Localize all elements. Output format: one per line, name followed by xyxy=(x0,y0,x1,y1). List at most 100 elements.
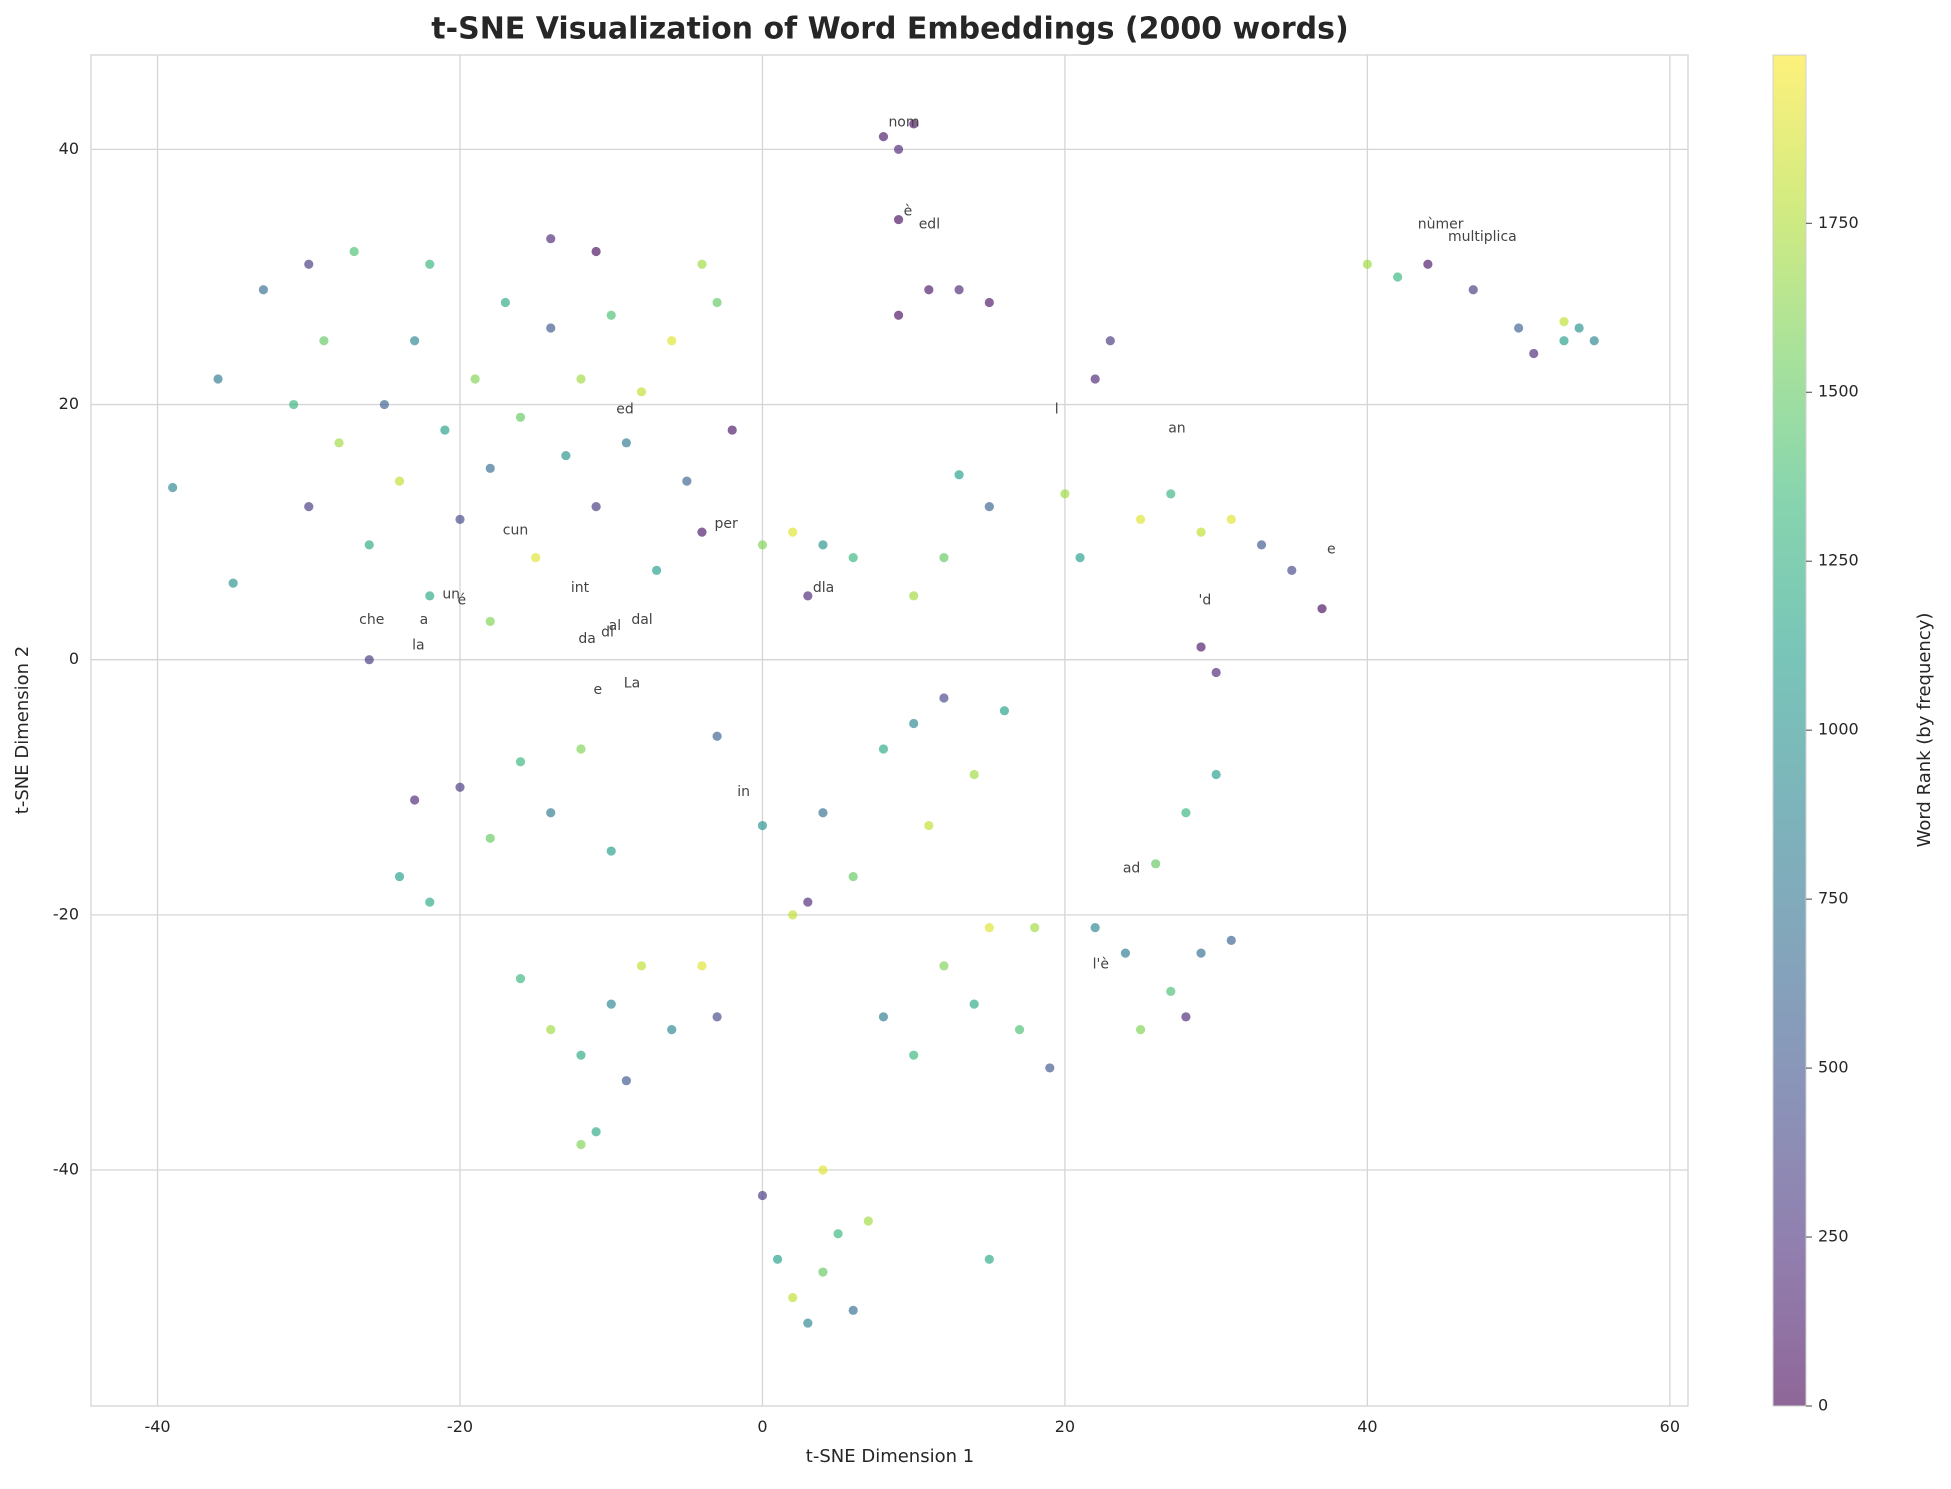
colorbar-tick-label: 750 xyxy=(1818,889,1849,908)
y-tick-label: 20 xyxy=(59,394,79,413)
point xyxy=(969,999,979,1009)
point xyxy=(1196,527,1206,537)
point xyxy=(349,246,359,257)
point xyxy=(621,438,631,448)
point xyxy=(1589,336,1599,346)
point xyxy=(394,476,405,486)
point xyxy=(440,425,450,435)
word-label: ed xyxy=(616,401,634,417)
point xyxy=(984,502,994,512)
point xyxy=(591,502,601,512)
word-label: è xyxy=(904,204,913,220)
point xyxy=(606,999,616,1009)
point xyxy=(258,285,269,295)
point xyxy=(1045,1063,1055,1073)
point xyxy=(1135,514,1146,524)
point xyxy=(1393,272,1403,282)
point xyxy=(878,744,889,754)
word-label: int xyxy=(571,580,590,596)
point xyxy=(1030,923,1040,933)
colorbar xyxy=(1772,54,1807,1407)
point xyxy=(893,214,904,225)
point xyxy=(924,820,934,831)
point xyxy=(818,1267,828,1277)
point xyxy=(621,1076,631,1086)
point xyxy=(561,450,571,461)
point xyxy=(878,1012,889,1022)
point xyxy=(984,923,994,933)
point xyxy=(818,808,828,818)
point xyxy=(1060,489,1070,499)
word-label: la xyxy=(412,637,424,653)
point xyxy=(576,1050,586,1060)
word-label: da xyxy=(578,631,595,647)
colorbar-tick-label: 1000 xyxy=(1818,720,1859,739)
point xyxy=(319,336,329,346)
point xyxy=(546,323,556,333)
word-label: dal xyxy=(631,612,652,628)
point xyxy=(304,259,314,269)
point xyxy=(1559,317,1569,327)
point xyxy=(893,310,904,320)
colorbar-tick-label: 1750 xyxy=(1818,213,1859,232)
point xyxy=(576,1139,586,1150)
point xyxy=(576,374,586,384)
x-tick-label: 40 xyxy=(1357,1417,1377,1436)
point xyxy=(652,565,662,575)
point xyxy=(500,297,510,308)
word-label: 'd xyxy=(1198,593,1211,609)
point xyxy=(576,744,586,754)
point xyxy=(636,961,647,971)
x-tick-label: -20 xyxy=(447,1417,473,1436)
point xyxy=(803,591,813,601)
point xyxy=(848,553,858,563)
point xyxy=(667,336,677,346)
point xyxy=(712,1012,722,1022)
point xyxy=(1181,1012,1191,1022)
point xyxy=(909,591,919,601)
point xyxy=(1105,336,1115,346)
point xyxy=(485,616,495,627)
point xyxy=(788,527,798,537)
x-tick-label: 60 xyxy=(1660,1417,1680,1436)
point xyxy=(1090,374,1100,384)
point xyxy=(788,910,798,920)
word-label: che xyxy=(359,612,384,628)
point xyxy=(969,769,979,780)
point xyxy=(984,1254,994,1264)
point xyxy=(1226,514,1236,524)
point xyxy=(757,820,768,831)
point xyxy=(1211,769,1221,780)
point xyxy=(1256,540,1267,550)
word-label: dla xyxy=(813,580,834,596)
point xyxy=(515,412,526,422)
word-label: edl xyxy=(919,216,940,232)
word-label: e xyxy=(1327,542,1336,558)
point xyxy=(606,310,616,320)
point xyxy=(591,246,601,257)
y-axis-label: t-SNE Dimension 2 xyxy=(12,646,33,814)
point xyxy=(954,285,964,295)
point xyxy=(863,1216,873,1226)
point xyxy=(410,795,420,805)
point xyxy=(682,476,692,486)
point xyxy=(1529,348,1539,359)
point xyxy=(1514,323,1524,333)
point xyxy=(1468,285,1478,295)
point xyxy=(848,1305,858,1315)
point xyxy=(1423,259,1433,269)
point xyxy=(410,336,420,346)
point xyxy=(636,387,647,397)
point xyxy=(803,1318,813,1328)
point xyxy=(697,961,707,971)
point xyxy=(697,259,707,269)
colorbar-tick-label: 1250 xyxy=(1818,551,1859,570)
point xyxy=(984,297,994,308)
point xyxy=(1135,1025,1146,1035)
point xyxy=(1211,667,1221,678)
point xyxy=(788,1292,798,1303)
point xyxy=(1226,935,1236,945)
point xyxy=(1014,1025,1025,1035)
point xyxy=(531,553,541,563)
word-label: La xyxy=(624,676,640,692)
